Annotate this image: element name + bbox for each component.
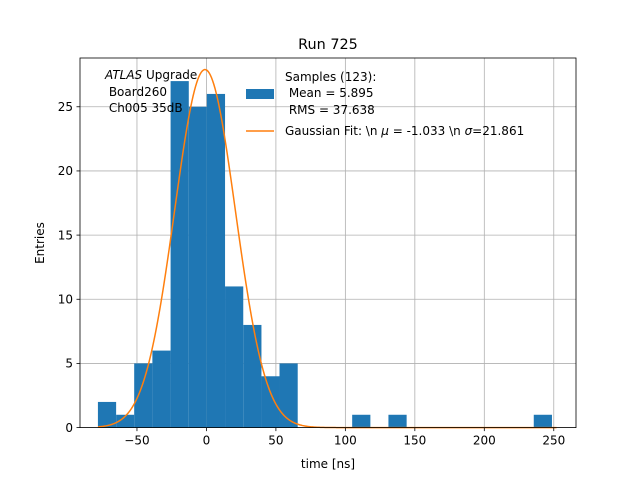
legend: Samples (123): Mean = 5.895 RMS = 37.638… [246, 70, 524, 138]
x-tick-label: 250 [542, 434, 565, 448]
histogram-bar [388, 414, 407, 428]
y-tick-label: 0 [65, 421, 73, 435]
histogram-bar [170, 81, 189, 428]
legend-histogram-line-1: Samples (123): [285, 70, 376, 84]
histogram-bar [116, 414, 135, 428]
x-tick-label: 100 [334, 434, 357, 448]
histogram-bar [279, 363, 298, 428]
histogram-bar [261, 376, 280, 428]
y-tick-label: 10 [58, 293, 73, 307]
histogram-bars [97, 81, 552, 428]
annotation-board: Board260 [105, 85, 167, 99]
annotation-line-experiment: ATLAS Upgrade [104, 68, 197, 82]
histogram-bar [134, 363, 153, 428]
legend-fit-part-2: = -1.033 \n [389, 124, 465, 138]
legend-histogram-line-3: RMS = 37.638 [285, 103, 375, 117]
histogram-bar [188, 106, 207, 428]
plot-frame [79, 57, 577, 429]
y-axis-ticks: 0 5 10 15 20 25 [58, 100, 80, 435]
y-tick-label: 15 [58, 228, 73, 242]
histogram-bar [225, 286, 244, 428]
legend-histogram-swatch [246, 89, 274, 99]
histogram-bar [243, 324, 262, 428]
y-axis-label: Entries [33, 222, 47, 264]
run-annotation: ATLAS Upgrade Board260 Ch005 35dB [104, 68, 197, 115]
y-tick-label: 25 [58, 100, 73, 114]
y-tick-label: 20 [58, 164, 73, 178]
histogram-bar [97, 401, 117, 428]
annotation-atlas: ATLAS [104, 68, 143, 82]
x-axis-ticks: −50 0 50 100 150 200 250 [124, 427, 565, 448]
x-tick-label: 0 [203, 434, 211, 448]
x-tick-label: 200 [473, 434, 496, 448]
legend-fit-part-3: =21.861 [472, 124, 524, 138]
x-tick-label: 150 [403, 434, 426, 448]
legend-fit-label: Gaussian Fit: \n μ = -1.033 \n σ=21.861 [285, 124, 524, 138]
x-tick-label: −50 [124, 434, 149, 448]
histogram-bar [352, 414, 371, 428]
legend-fit-mu: μ [380, 124, 389, 138]
annotation-channel: Ch005 35dB [105, 101, 183, 115]
chart-title: Run 725 [298, 37, 358, 53]
histogram-bar [152, 350, 171, 428]
histogram-bar [206, 93, 226, 428]
legend-fit-part-1: Gaussian Fit: \n [285, 124, 381, 138]
x-tick-label: 50 [268, 434, 283, 448]
annotation-upgrade: Upgrade [142, 68, 197, 82]
legend-histogram-line-2: Mean = 5.895 [285, 86, 374, 100]
y-tick-label: 5 [65, 357, 73, 371]
x-axis-label: time [ns] [301, 457, 355, 471]
histogram-bar [533, 414, 552, 428]
legend-fit-sigma: σ [465, 124, 473, 138]
